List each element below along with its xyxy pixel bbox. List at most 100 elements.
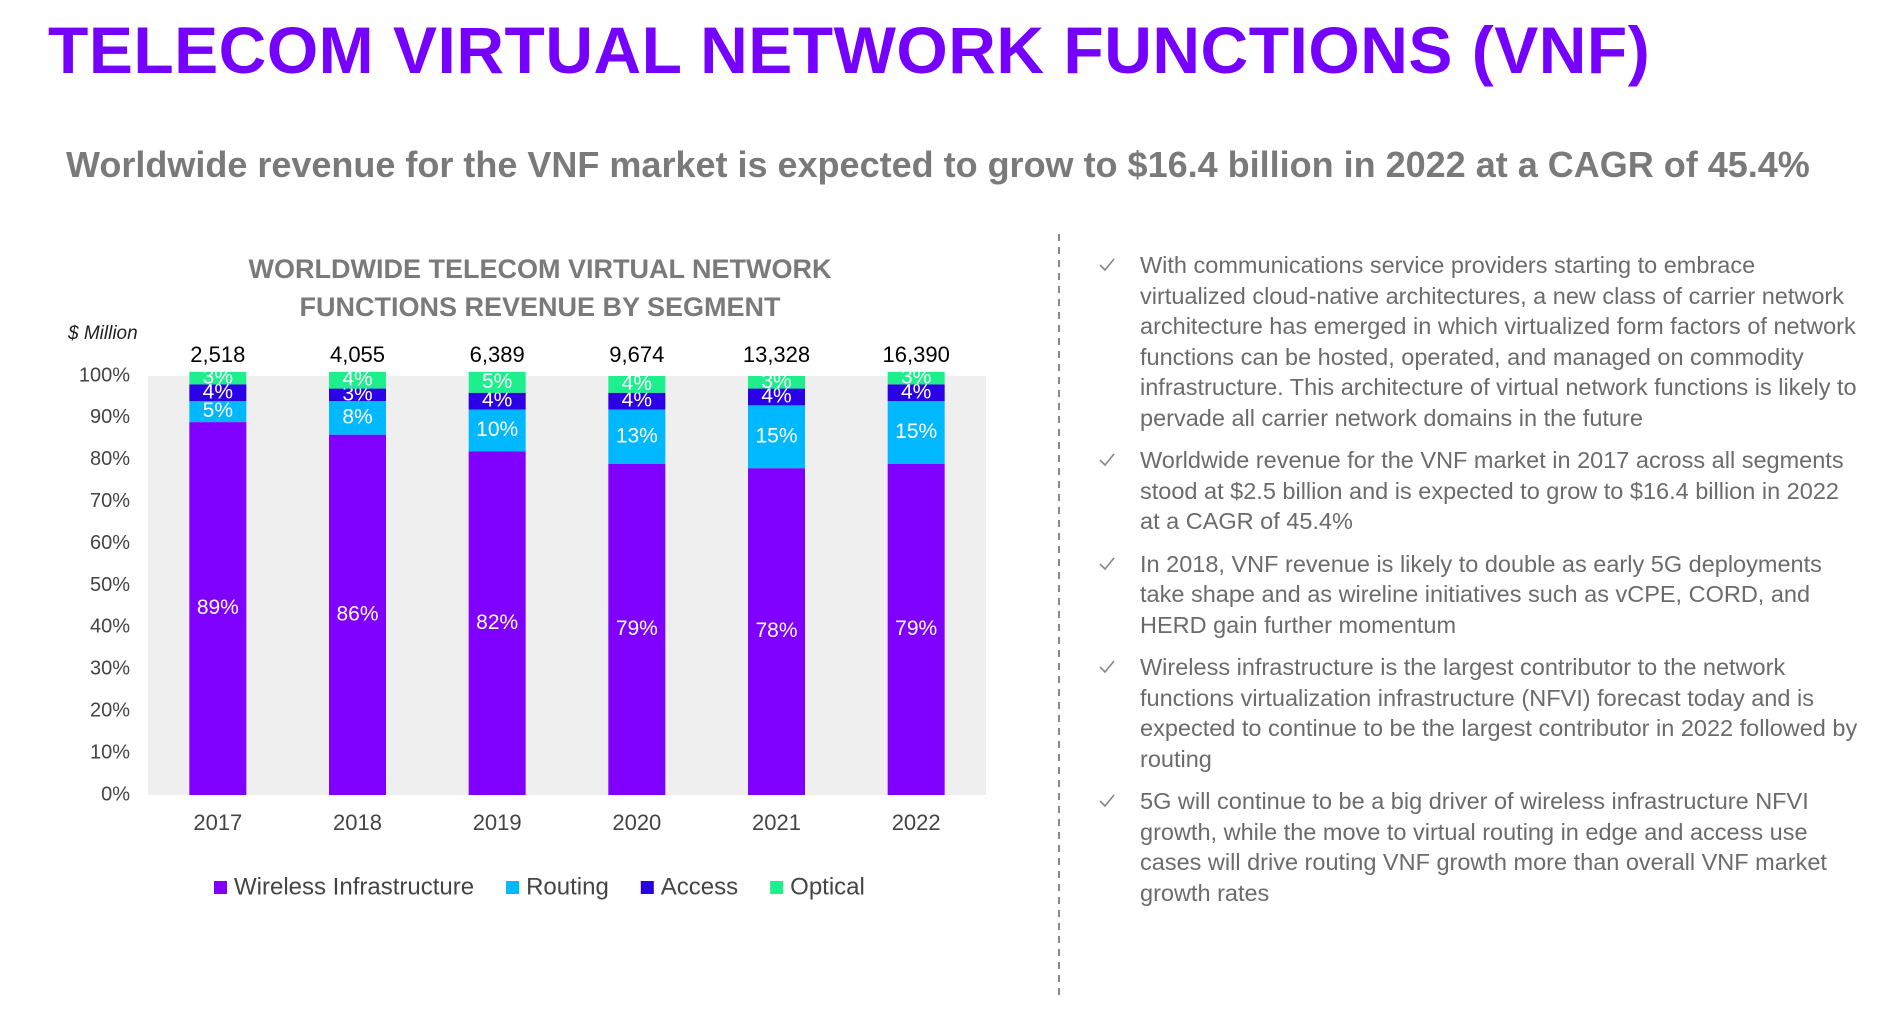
data-label: 4% <box>901 380 931 403</box>
data-label: 3% <box>901 366 931 389</box>
bar-segment <box>748 468 805 795</box>
data-label: 4% <box>342 368 372 391</box>
bullet: With communications service providers st… <box>1095 250 1865 433</box>
data-label: 3% <box>203 366 233 389</box>
legend-label: Access <box>661 873 738 900</box>
total-label: 2,518 <box>190 342 245 367</box>
data-label: 4% <box>482 389 512 412</box>
bar-segment <box>468 371 526 393</box>
check-icon <box>1099 556 1115 570</box>
chart-title: FUNCTIONS REVENUE BY SEGMENT <box>299 292 781 322</box>
chart-title: WORLDWIDE TELECOM VIRTUAL NETWORK <box>249 254 832 284</box>
y-tick-label: 40% <box>90 616 130 638</box>
bar-segment <box>329 401 386 435</box>
y-tick-label: 100% <box>79 364 130 386</box>
bar-segment <box>329 371 386 389</box>
data-label: 5% <box>203 399 233 422</box>
legend-swatch <box>640 881 654 894</box>
y-tick-label: 50% <box>90 574 130 596</box>
check-icon <box>1099 660 1115 674</box>
data-label: 10% <box>476 418 518 441</box>
bullet: In 2018, VNF revenue is likely to double… <box>1095 549 1865 641</box>
data-label: 4% <box>761 384 791 407</box>
data-label: 79% <box>616 617 658 640</box>
bullet-text: Wireless infrastructure is the largest c… <box>1140 654 1858 772</box>
page-subtitle: Worldwide revenue for the VNF market is … <box>66 144 1810 185</box>
bar-segment <box>189 422 247 795</box>
data-label: 13% <box>616 424 658 447</box>
check-icon <box>1099 794 1115 808</box>
bar-segment <box>608 376 666 393</box>
y-tick-label: 20% <box>90 699 130 721</box>
data-label: 4% <box>622 372 652 395</box>
data-label: 79% <box>895 617 937 640</box>
x-tick-label: 2018 <box>333 810 382 835</box>
x-tick-label: 2019 <box>473 810 522 835</box>
bullet-list: With communications service providers st… <box>1095 250 1865 920</box>
data-label: 86% <box>336 602 378 625</box>
bar-segment <box>748 376 805 389</box>
bar-segment <box>748 388 805 406</box>
data-label: 3% <box>761 370 791 393</box>
bar-segment <box>189 371 247 385</box>
y-tick-label: 80% <box>90 448 130 470</box>
check-icon <box>1099 453 1115 467</box>
y-tick-label: 90% <box>90 406 130 428</box>
bar-segment <box>887 384 945 402</box>
bar-segment <box>608 409 666 464</box>
check-icon <box>1099 258 1115 272</box>
legend-swatch <box>214 881 227 894</box>
bar-segment <box>189 384 247 402</box>
bar-segment <box>468 392 526 410</box>
legend-swatch <box>770 881 784 894</box>
unit-label: $ Million <box>67 323 138 344</box>
data-label: 5% <box>482 370 512 393</box>
total-label: 13,328 <box>743 342 810 367</box>
y-tick-label: 10% <box>90 741 130 763</box>
bar-segment <box>748 405 805 469</box>
legend-swatch <box>506 881 520 894</box>
x-tick-label: 2021 <box>752 810 801 835</box>
legend-label: Routing <box>526 873 609 900</box>
data-label: 15% <box>755 424 797 447</box>
bullet-text: In 2018, VNF revenue is likely to double… <box>1140 550 1822 638</box>
data-label: 4% <box>622 389 652 412</box>
bar-segment <box>608 392 666 410</box>
bar-segment <box>887 463 945 795</box>
data-label: 82% <box>476 611 518 634</box>
bullet-text: 5G will continue to be a big driver of w… <box>1140 788 1827 906</box>
y-tick-label: 60% <box>90 532 130 554</box>
bullet: Wireless infrastructure is the largest c… <box>1095 652 1865 774</box>
data-label: 8% <box>342 405 372 428</box>
bar-segment <box>887 401 945 464</box>
page-title: TELECOM VIRTUAL NETWORK FUNCTIONS (VNF) <box>48 13 1651 87</box>
bar-segment <box>468 451 526 795</box>
plot-background <box>148 376 986 795</box>
total-label: 16,390 <box>883 342 950 367</box>
data-label: 4% <box>203 380 233 403</box>
bullet-text: Worldwide revenue for the VNF market in … <box>1140 447 1844 534</box>
bullet: Worldwide revenue for the VNF market in … <box>1095 445 1865 537</box>
legend-label: Wireless Infrastructure <box>234 873 474 900</box>
bar-segment <box>329 434 386 795</box>
bar-segment <box>608 463 666 795</box>
x-tick-label: 2022 <box>892 810 941 835</box>
bar-segment <box>189 401 247 423</box>
y-tick-label: 30% <box>90 658 130 680</box>
bullet-text: With communications service providers st… <box>1140 252 1857 431</box>
y-tick-label: 70% <box>90 490 130 512</box>
total-label: 4,055 <box>330 342 385 367</box>
total-label: 9,674 <box>609 342 664 367</box>
bar-segment <box>468 409 526 452</box>
data-label: 89% <box>197 596 239 619</box>
data-label: 78% <box>755 619 797 642</box>
x-tick-label: 2017 <box>193 810 242 835</box>
data-label: 15% <box>895 420 937 443</box>
bar-segment <box>887 371 945 385</box>
chart: WORLDWIDE TELECOM VIRTUAL NETWORK FUNCTIO… <box>67 234 1060 998</box>
x-tick-label: 2020 <box>612 810 661 835</box>
legend-label: Optical <box>790 873 865 900</box>
y-tick-label: 0% <box>101 783 130 805</box>
bar-segment <box>329 388 386 402</box>
